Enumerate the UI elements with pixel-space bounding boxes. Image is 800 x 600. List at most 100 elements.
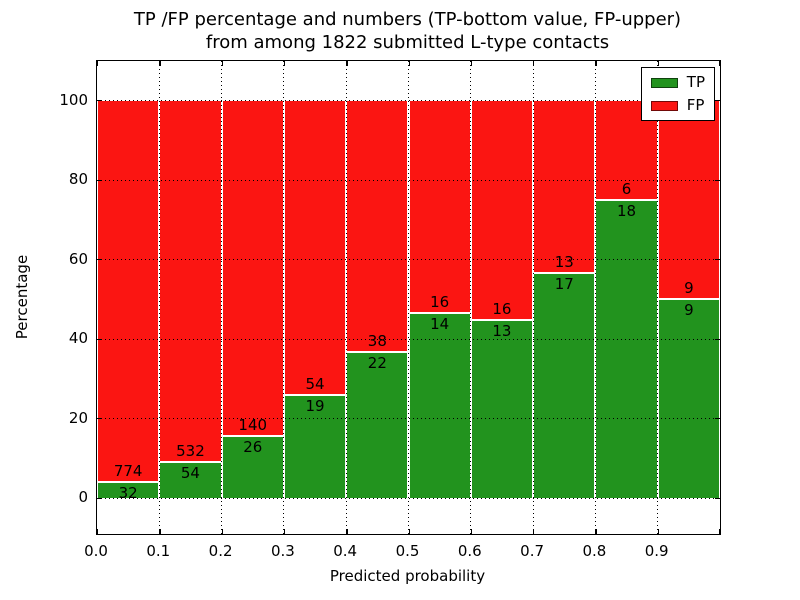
x-tick-label: 0.3 bbox=[270, 542, 295, 560]
fp-bar-segment bbox=[283, 100, 347, 395]
tp-bar-segment bbox=[657, 299, 720, 499]
tp-bar-segment bbox=[533, 272, 596, 499]
gridline-vertical bbox=[283, 61, 285, 534]
tp-bar-segment bbox=[97, 482, 160, 499]
gridline-vertical bbox=[657, 61, 659, 534]
fp-bar-segment bbox=[408, 100, 471, 313]
fp-bar-segment bbox=[657, 100, 720, 300]
tp-count-label: 22 bbox=[367, 354, 387, 373]
bar-0.2: 140 26 bbox=[221, 100, 284, 499]
x-tick-mark bbox=[283, 529, 286, 534]
x-tick-mark bbox=[470, 61, 473, 66]
x-tick-mark bbox=[346, 61, 348, 66]
fp-bar-segment bbox=[97, 100, 160, 483]
gridline-horizontal bbox=[97, 259, 720, 261]
y-tick-mark bbox=[715, 418, 720, 420]
gridline-horizontal bbox=[97, 100, 720, 102]
x-tick-mark bbox=[718, 61, 720, 66]
x-tick-label: 0.9 bbox=[644, 542, 669, 560]
y-tick-mark bbox=[97, 338, 102, 340]
plot-area: TP FP 774 32 532 54 140 26 54 19 38 22 16 14 16 13 13 1… bbox=[96, 60, 721, 535]
tp-bar-segment bbox=[408, 312, 471, 499]
bar-0.4: 38 22 bbox=[346, 100, 409, 499]
y-tick-mark bbox=[715, 259, 720, 261]
x-tick-label: 0.7 bbox=[520, 542, 545, 560]
fp-bar-segment bbox=[221, 100, 284, 436]
y-tick-mark bbox=[715, 338, 720, 340]
x-tick-mark bbox=[533, 61, 535, 66]
gridline-vertical bbox=[158, 61, 160, 534]
x-tick-mark bbox=[283, 61, 286, 66]
x-tick-mark bbox=[657, 529, 660, 534]
tp-bar-segment bbox=[283, 394, 347, 499]
y-tick-mark bbox=[97, 100, 102, 102]
chart-title-line-1: TP /FP percentage and numbers (TP-bottom… bbox=[133, 9, 682, 30]
bar-0.7: 13 17 bbox=[533, 100, 596, 499]
fp-count-label: 140 bbox=[238, 415, 268, 434]
x-tick-mark bbox=[221, 529, 223, 534]
tp-bar-segment bbox=[159, 461, 222, 499]
fp-count-label: 13 bbox=[554, 252, 574, 271]
x-tick-mark bbox=[533, 529, 535, 534]
y-tick-label: 40 bbox=[68, 329, 88, 348]
gridline-horizontal bbox=[97, 418, 720, 420]
x-tick-mark bbox=[97, 61, 99, 66]
x-tick-label: 0.8 bbox=[582, 542, 607, 560]
x-tick-mark bbox=[595, 61, 597, 66]
fp-count-label: 54 bbox=[305, 374, 325, 393]
x-tick-mark bbox=[595, 529, 597, 534]
y-tick-mark bbox=[97, 259, 102, 261]
y-tick-mark bbox=[715, 179, 720, 181]
bar-0.5: 16 14 bbox=[408, 100, 471, 499]
gridline-vertical bbox=[594, 61, 596, 534]
tp-count-label: 13 bbox=[492, 322, 512, 341]
y-axis-label: Percentage bbox=[13, 254, 31, 340]
x-tick-mark bbox=[470, 529, 473, 534]
x-tick-label: 0.6 bbox=[457, 542, 482, 560]
tp-count-label: 9 bbox=[684, 301, 694, 320]
fp-count-label: 774 bbox=[113, 462, 143, 481]
legend: TP FP bbox=[640, 67, 715, 121]
tp-count-label: 54 bbox=[180, 463, 200, 482]
fp-count-label: 6 bbox=[621, 180, 632, 199]
fp-count-label: 16 bbox=[492, 300, 512, 319]
x-tick-mark bbox=[159, 61, 161, 66]
gridline-horizontal bbox=[97, 338, 720, 340]
x-axis-label: Predicted probability bbox=[329, 567, 486, 585]
tp-count-label: 26 bbox=[243, 437, 263, 456]
tp-bar-segment bbox=[470, 320, 534, 499]
y-tick-label: 20 bbox=[68, 408, 88, 427]
y-tick-label: 100 bbox=[59, 90, 88, 109]
x-tick-label: 0.1 bbox=[146, 542, 171, 560]
fp-bar-segment bbox=[346, 100, 409, 353]
bar-0.1: 532 54 bbox=[159, 100, 222, 499]
y-tick-label: 60 bbox=[68, 249, 88, 268]
gridline-horizontal bbox=[97, 497, 720, 499]
tp-count-label: 19 bbox=[305, 396, 325, 415]
y-tick-mark bbox=[97, 179, 102, 181]
fp-bar-segment bbox=[159, 100, 222, 462]
y-tick-label: 80 bbox=[68, 170, 88, 189]
x-tick-label: 0.5 bbox=[395, 542, 420, 560]
bar-0.0: 774 32 bbox=[97, 100, 160, 501]
x-tick-label: 0.4 bbox=[333, 542, 358, 560]
legend-entry-fp: FP bbox=[650, 98, 705, 113]
fp-bar-segment bbox=[470, 100, 534, 321]
gridline-vertical bbox=[470, 61, 472, 534]
x-tick-mark bbox=[221, 61, 223, 66]
x-tick-mark bbox=[346, 529, 348, 534]
tp-color-swatch bbox=[650, 77, 678, 88]
gridline-vertical bbox=[345, 61, 347, 534]
fp-count-label: 532 bbox=[176, 441, 205, 460]
x-tick-label: 0.0 bbox=[84, 542, 108, 560]
fp-bar-segment bbox=[533, 100, 596, 273]
chart-title-line-2: from among 1822 submitted L-type contact… bbox=[205, 32, 610, 53]
gridline-vertical bbox=[532, 61, 534, 534]
x-tick-mark bbox=[97, 529, 99, 534]
legend-entry-tp: TP bbox=[650, 75, 705, 90]
tp-count-label: 17 bbox=[554, 274, 574, 293]
tp-bar-segment bbox=[346, 352, 409, 499]
fp-count-label: 16 bbox=[430, 292, 450, 311]
